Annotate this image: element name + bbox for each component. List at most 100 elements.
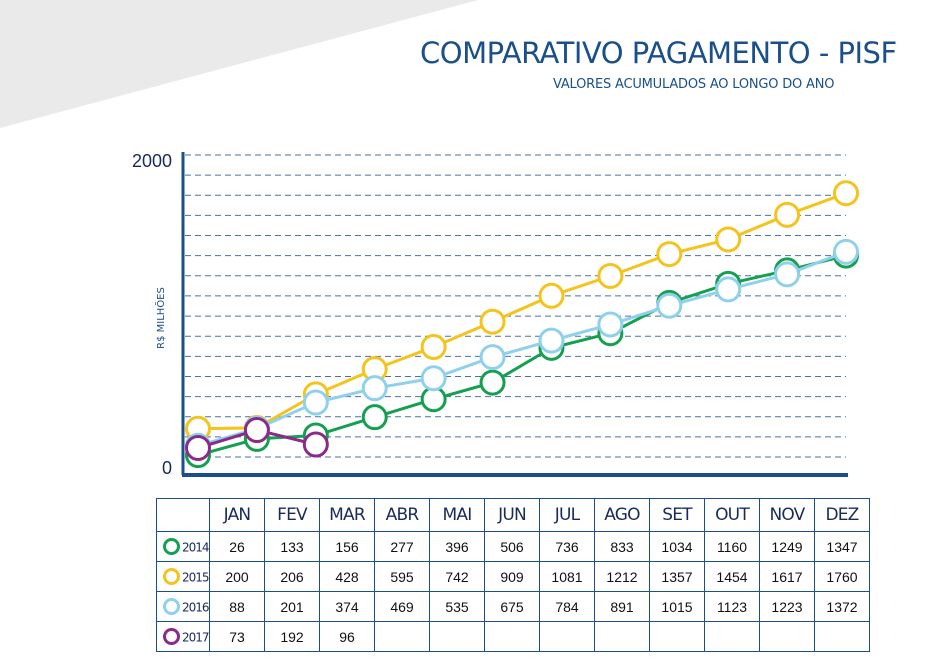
page-title: COMPARATIVO PAGAMENTO - PISF	[420, 36, 897, 70]
table-cell: 1015	[649, 591, 705, 622]
year-label-cell: 2014	[156, 531, 210, 562]
table-cell: 909	[484, 561, 540, 592]
table-cell: 891	[594, 591, 650, 622]
table-header-cell: MAI	[429, 498, 485, 532]
table-header-cell: MAR	[319, 498, 375, 532]
table-cell: 1081	[539, 561, 595, 592]
table-header-row: JAN FEV MAR ABR MAI JUN JUL AGO SET OUT …	[156, 498, 870, 532]
table-cell: 1160	[704, 531, 760, 562]
table-cell: 742	[429, 561, 485, 592]
series-2014	[185, 242, 859, 469]
table-cell: 506	[484, 531, 540, 562]
series-2015	[185, 180, 859, 442]
chart-axes: 2000 0 R$ MILHÕES	[132, 151, 848, 478]
table-cell: 1212	[594, 561, 650, 592]
table-cell: 1357	[649, 561, 705, 592]
table-row: 2014 26 133 156 277 396 506 736 833 1034 1160 1249 1…	[156, 531, 870, 562]
table-cell: 675	[484, 591, 540, 622]
series-2016	[185, 238, 859, 459]
year-label: 2015	[182, 569, 210, 584]
y-tick-label-min: 0	[162, 458, 172, 478]
series-2017	[185, 417, 329, 461]
table-header-cell: JAN	[209, 498, 265, 532]
table-cell: 201	[264, 591, 320, 622]
data-point-2015	[420, 333, 447, 360]
data-table: JAN FEV MAR ABR MAI JUN JUL AGO SET OUT …	[156, 498, 870, 652]
data-point-2014	[479, 369, 506, 396]
data-point-2016	[538, 327, 565, 354]
table-cell	[759, 621, 815, 652]
data-point-2015	[715, 226, 742, 253]
table-cell: 1249	[759, 531, 815, 562]
table-cell: 1454	[704, 561, 760, 592]
table-cell: 736	[539, 531, 595, 562]
table-row: 2016 88 201 374 469 535 675 784 891 1015 1123 1223 1…	[156, 591, 870, 622]
legend-circle-icon	[163, 538, 180, 556]
table-header-cell: SET	[649, 498, 705, 532]
data-point-2017	[243, 417, 270, 444]
data-point-2015	[774, 201, 801, 228]
year-label: 2014	[182, 539, 210, 554]
data-point-2017	[302, 431, 329, 458]
table-cell: 595	[374, 561, 430, 592]
table-header-cell: JUL	[539, 498, 595, 532]
table-cell: 200	[209, 561, 265, 592]
y-axis-label: R$ MILHÕES	[154, 287, 167, 349]
data-point-2016	[479, 344, 506, 371]
table-corner-cell	[156, 498, 210, 532]
data-point-2016	[656, 292, 683, 319]
year-label-cell: 2016	[156, 591, 210, 622]
data-point-2016	[715, 276, 742, 303]
table-cell: 88	[209, 591, 265, 622]
table-cell: 1123	[704, 591, 760, 622]
table-cell: 1617	[759, 561, 815, 592]
data-point-2017	[185, 434, 211, 461]
data-point-2016	[302, 389, 329, 416]
legend-circle-icon	[163, 598, 180, 616]
table-cell: 133	[264, 531, 320, 562]
table-cell: 396	[429, 531, 485, 562]
data-point-2015	[597, 262, 624, 289]
table-header-cell: DEZ	[814, 498, 870, 532]
data-point-2014	[361, 404, 388, 431]
table-header-cell: FEV	[264, 498, 320, 532]
table-cell: 374	[319, 591, 375, 622]
year-label-cell: 2017	[156, 621, 210, 652]
chart-series	[185, 180, 859, 469]
table-cell	[814, 621, 870, 652]
table-cell: 833	[594, 531, 650, 562]
table-cell	[374, 621, 430, 652]
data-point-2016	[833, 238, 859, 265]
data-point-2015	[833, 180, 859, 207]
table-cell: 96	[319, 621, 375, 652]
table-row: 2015 200 206 428 595 742 909 1081 1212 1357 1454 16…	[156, 561, 870, 592]
line-chart: 2000 0 R$ MILHÕES	[132, 151, 859, 478]
table-cell	[594, 621, 650, 652]
table-cell: 73	[209, 621, 265, 652]
table-cell: 535	[429, 591, 485, 622]
table-cell: 1760	[814, 561, 870, 592]
table-cell: 206	[264, 561, 320, 592]
table-cell: 1347	[814, 531, 870, 562]
series-line-2015	[197, 191, 847, 431]
legend-circle-icon	[163, 628, 180, 646]
year-label: 2016	[182, 599, 210, 614]
page-subtitle: VALORES ACUMULADOS AO LONGO DO ANO	[553, 77, 835, 92]
table-header-cell: NOV	[759, 498, 815, 532]
table-cell	[704, 621, 760, 652]
data-point-2016	[597, 311, 624, 338]
table-cell: 469	[374, 591, 430, 622]
year-label-cell: 2015	[156, 561, 210, 592]
y-tick-label-max: 2000	[132, 151, 172, 171]
table-cell: 192	[264, 621, 320, 652]
table-cell	[539, 621, 595, 652]
table-cell: 26	[209, 531, 265, 562]
table-cell	[484, 621, 540, 652]
table-cell: 784	[539, 591, 595, 622]
data-point-2015	[538, 282, 565, 309]
data-point-2016	[774, 261, 801, 288]
table-header-cell: OUT	[704, 498, 760, 532]
table-cell: 156	[319, 531, 375, 562]
table-cell: 1034	[649, 531, 705, 562]
data-point-2016	[420, 365, 447, 392]
